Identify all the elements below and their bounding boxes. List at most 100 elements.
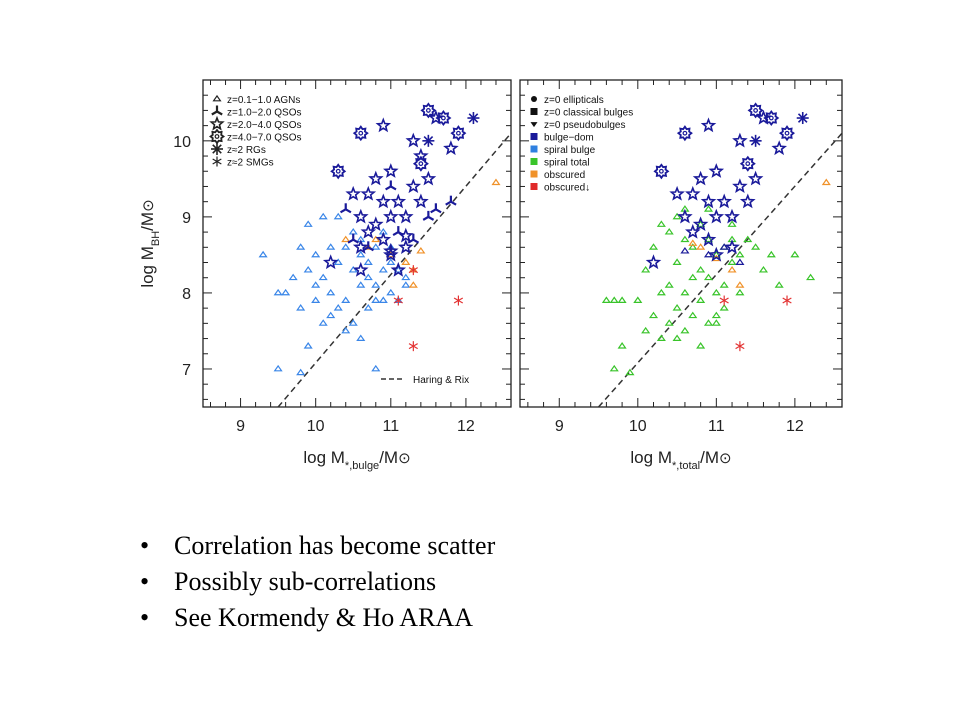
data-point bbox=[774, 281, 784, 288]
data-point-shape bbox=[656, 334, 666, 341]
data-point bbox=[397, 208, 414, 224]
data-point bbox=[296, 368, 306, 376]
y-axis-label-part-0: log M bbox=[138, 246, 157, 288]
data-point bbox=[743, 235, 753, 243]
legend-marker bbox=[531, 96, 537, 102]
data-point bbox=[653, 163, 670, 180]
data-point-hub bbox=[753, 108, 759, 113]
data-point-hub bbox=[784, 130, 790, 136]
data-point-shape bbox=[375, 117, 392, 133]
data-point-shape bbox=[303, 342, 313, 349]
x-axis-label-part-3: ⊙ bbox=[719, 450, 732, 467]
data-point bbox=[703, 319, 714, 326]
data-point-shape bbox=[732, 178, 748, 194]
data-point bbox=[672, 258, 682, 265]
data-point-shape bbox=[708, 163, 725, 178]
data-point-arm bbox=[412, 238, 420, 244]
data-point-shape bbox=[724, 239, 740, 255]
data-point-shape bbox=[435, 109, 452, 127]
legend-marker-arm bbox=[216, 110, 223, 116]
data-point bbox=[747, 102, 764, 119]
data-point bbox=[371, 281, 381, 288]
data-point-shape bbox=[330, 163, 347, 180]
data-point bbox=[735, 281, 745, 288]
data-point bbox=[348, 319, 358, 326]
data-point bbox=[711, 319, 721, 326]
data-point-shape bbox=[648, 311, 659, 319]
data-point bbox=[732, 178, 748, 194]
legend-label: obscured bbox=[544, 170, 585, 181]
data-point-spoke bbox=[423, 136, 434, 146]
x-tick-label: 10 bbox=[307, 418, 325, 435]
data-point-shape bbox=[311, 250, 321, 258]
data-point bbox=[609, 296, 619, 303]
data-point-shape bbox=[617, 296, 627, 303]
data-point-shape bbox=[739, 155, 756, 172]
data-point-shape bbox=[491, 178, 501, 186]
data-point bbox=[806, 273, 816, 281]
data-point-shape bbox=[363, 258, 373, 265]
data-point bbox=[371, 235, 381, 243]
data-point-shape bbox=[672, 258, 682, 265]
data-point-shape bbox=[296, 368, 306, 376]
data-point bbox=[386, 258, 396, 265]
data-point-shape bbox=[386, 288, 396, 296]
data-point bbox=[617, 342, 627, 349]
data-point bbox=[375, 193, 392, 209]
x-axis-label-part-3: ⊙ bbox=[398, 450, 411, 467]
data-point-shape bbox=[341, 235, 351, 243]
legend-marker bbox=[209, 115, 225, 131]
legend-marker bbox=[530, 108, 538, 115]
data-point-arm bbox=[445, 200, 452, 206]
data-point-hub bbox=[658, 168, 664, 174]
data-point bbox=[719, 304, 729, 311]
bullet-list: • Correlation has become scatter • Possibl… bbox=[140, 528, 495, 636]
data-point bbox=[696, 266, 706, 273]
data-point bbox=[371, 243, 381, 250]
data-point-shape bbox=[383, 246, 399, 262]
data-point-shape bbox=[390, 193, 407, 209]
data-point bbox=[711, 311, 721, 319]
data-point-shape bbox=[386, 258, 396, 265]
data-point-arm bbox=[390, 185, 397, 191]
data-point bbox=[401, 273, 411, 281]
data-point bbox=[645, 254, 662, 270]
data-point bbox=[375, 231, 392, 247]
data-point-arm bbox=[392, 231, 399, 237]
data-point bbox=[326, 288, 336, 296]
data-point-shape bbox=[766, 250, 776, 258]
data-point-shape bbox=[656, 288, 666, 296]
data-point bbox=[386, 288, 396, 296]
data-point-shape bbox=[664, 319, 674, 326]
data-point-arm bbox=[430, 208, 437, 214]
data-point bbox=[724, 239, 740, 255]
data-point bbox=[408, 265, 418, 276]
data-point-shape bbox=[368, 170, 384, 186]
data-point-shape bbox=[653, 163, 670, 180]
data-point bbox=[692, 216, 709, 232]
data-point-shape bbox=[716, 193, 732, 209]
data-point-shape bbox=[371, 281, 381, 288]
data-point-shape bbox=[727, 266, 737, 273]
data-point bbox=[347, 233, 359, 244]
data-point bbox=[352, 208, 369, 224]
data-point bbox=[356, 250, 366, 258]
data-point-shape bbox=[719, 243, 729, 250]
data-point-shape bbox=[296, 304, 306, 311]
data-point bbox=[688, 243, 698, 250]
data-point-shape bbox=[601, 296, 611, 303]
data-point-shape bbox=[633, 296, 643, 303]
data-point-shape bbox=[696, 296, 706, 303]
data-point bbox=[735, 250, 745, 258]
data-point bbox=[739, 193, 756, 209]
data-point-shape bbox=[345, 185, 362, 201]
data-point bbox=[724, 208, 740, 224]
data-point-shape bbox=[348, 266, 358, 273]
legend-label: bulge−dom bbox=[544, 133, 594, 144]
data-point-shape bbox=[672, 334, 682, 341]
data-point bbox=[363, 304, 373, 311]
data-point-shape bbox=[356, 250, 366, 258]
data-point bbox=[782, 295, 792, 306]
data-point bbox=[763, 109, 780, 127]
data-point-spoke bbox=[468, 113, 479, 123]
